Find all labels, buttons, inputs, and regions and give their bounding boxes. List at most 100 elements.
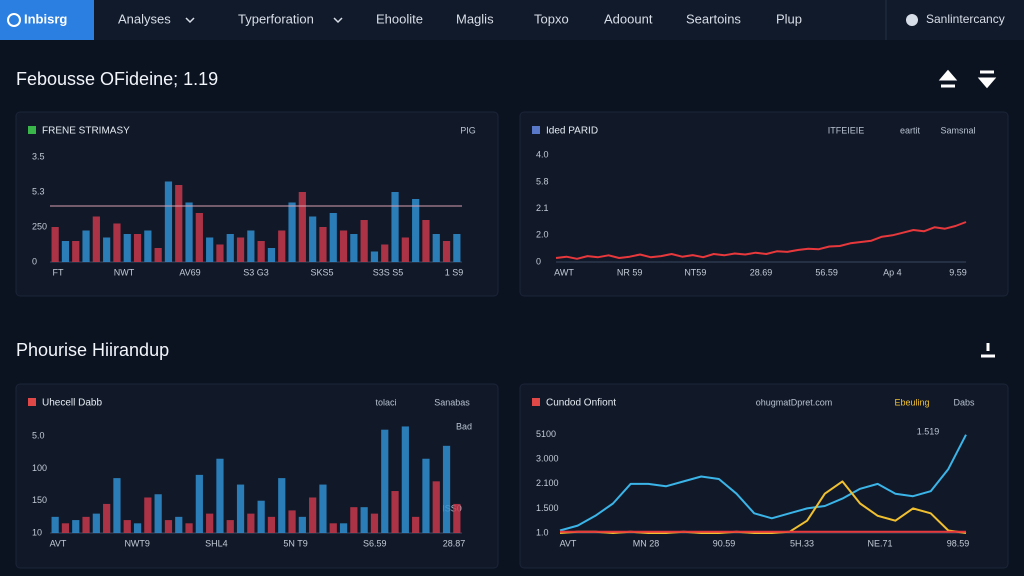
logo-icon [7, 13, 21, 27]
bar [72, 241, 80, 262]
logo[interactable]: Inbisrg [24, 11, 67, 26]
account[interactable]: Sanlintercancy [926, 12, 1005, 26]
bar [453, 234, 461, 262]
nav-item[interactable]: Topxo [534, 11, 569, 26]
bar [339, 230, 348, 262]
bar [360, 220, 368, 262]
panel-tag[interactable]: ITFEIEIE [828, 125, 865, 135]
bar [61, 523, 70, 533]
bar [288, 202, 296, 262]
panel-tag[interactable]: tolaci [375, 397, 396, 407]
bar [175, 516, 183, 533]
bar [442, 241, 451, 262]
bar [350, 507, 358, 533]
x-tick-label: 1 S9 [445, 267, 464, 277]
bar [267, 248, 276, 262]
y-tick-label: 3.000 [536, 454, 559, 464]
x-tick-label: 9.59 [949, 267, 967, 277]
nav-item[interactable]: Analyses [118, 11, 171, 26]
x-tick-label: NE.71 [867, 538, 892, 548]
bar [370, 513, 379, 533]
bar [154, 494, 162, 533]
panel-tag[interactable]: ISS0 [442, 503, 462, 513]
bar [247, 513, 255, 533]
bar [319, 484, 327, 533]
nav-item[interactable]: Adoount [604, 11, 653, 26]
nav-item[interactable]: Seartoins [686, 11, 741, 26]
line-series [559, 434, 967, 532]
bar [123, 520, 131, 533]
bar [422, 458, 430, 533]
x-tick-label: SKS5 [310, 267, 333, 277]
panel-tag[interactable]: Sanabas [434, 397, 470, 407]
panel-tag[interactable]: Samsnal [940, 125, 975, 135]
bar [164, 520, 173, 533]
nav-item[interactable]: Maglis [456, 11, 494, 26]
y-tick-label: 2.0 [536, 230, 549, 240]
bar [133, 234, 142, 262]
bar [206, 237, 214, 262]
bar [195, 213, 203, 262]
y-tick-label: 0 [536, 256, 541, 266]
y-tick-label: 1.0 [536, 527, 549, 537]
x-tick-label: S3 G3 [243, 267, 269, 277]
nav-item[interactable]: Plup [776, 11, 802, 26]
bar [278, 478, 286, 533]
x-tick-label: 5N T9 [283, 538, 307, 548]
bar [247, 230, 255, 262]
bar [195, 474, 203, 533]
bar [164, 181, 173, 262]
bar [144, 230, 152, 262]
bar [257, 241, 265, 262]
panel [519, 111, 1009, 297]
panel-icon [28, 126, 36, 134]
panel-tag[interactable]: Bad [456, 421, 472, 431]
y-tick-label: 150 [32, 495, 47, 505]
panel-tag[interactable]: PIG [460, 125, 476, 135]
panel-tag[interactable]: ohugmatDpret.com [756, 397, 833, 407]
x-tick-label: NT59 [684, 267, 706, 277]
bar [453, 503, 461, 533]
panel-tag[interactable]: 1.519 [917, 426, 940, 436]
x-tick-label: S6.59 [363, 538, 387, 548]
bar [154, 248, 162, 262]
nav-item[interactable]: Ehoolite [376, 11, 423, 26]
x-tick-label: 28.69 [750, 267, 773, 277]
bar [92, 216, 100, 262]
x-tick-label: NWT [114, 267, 135, 277]
bar [412, 199, 420, 262]
bar [257, 500, 265, 533]
bar [103, 503, 111, 533]
x-tick-label: SHL4 [205, 538, 228, 548]
nav-item[interactable]: Typerforation [238, 11, 314, 26]
bar [381, 429, 389, 533]
bar [216, 244, 224, 262]
bar [61, 241, 70, 262]
bar [51, 516, 59, 533]
x-tick-label: S3S S5 [373, 267, 404, 277]
bar [298, 192, 306, 262]
panel-icon [28, 398, 36, 406]
bar [432, 234, 440, 262]
panel-tag[interactable]: Dabs [953, 397, 975, 407]
account-icon [906, 14, 918, 26]
panel-tag[interactable]: Ebeuling [894, 397, 929, 407]
panel-tag[interactable]: eartit [900, 125, 921, 135]
y-tick-label: 3.5 [32, 151, 45, 161]
bar [82, 230, 90, 262]
bar [206, 513, 214, 533]
y-tick-label: 5.0 [32, 431, 45, 441]
y-tick-label: 5.3 [32, 186, 45, 196]
bar [432, 481, 440, 533]
bar [401, 426, 409, 533]
bar [360, 507, 368, 533]
logo-box[interactable] [0, 0, 94, 40]
download-icon[interactable] [977, 70, 997, 89]
bar [175, 185, 183, 262]
bar [82, 516, 90, 533]
y-tick-label: 5.8 [536, 176, 549, 186]
x-tick-label: NWT9 [124, 538, 150, 548]
x-tick-label: 28.87 [443, 538, 466, 548]
upload-icon[interactable] [938, 69, 958, 88]
export-icon[interactable] [981, 343, 995, 358]
